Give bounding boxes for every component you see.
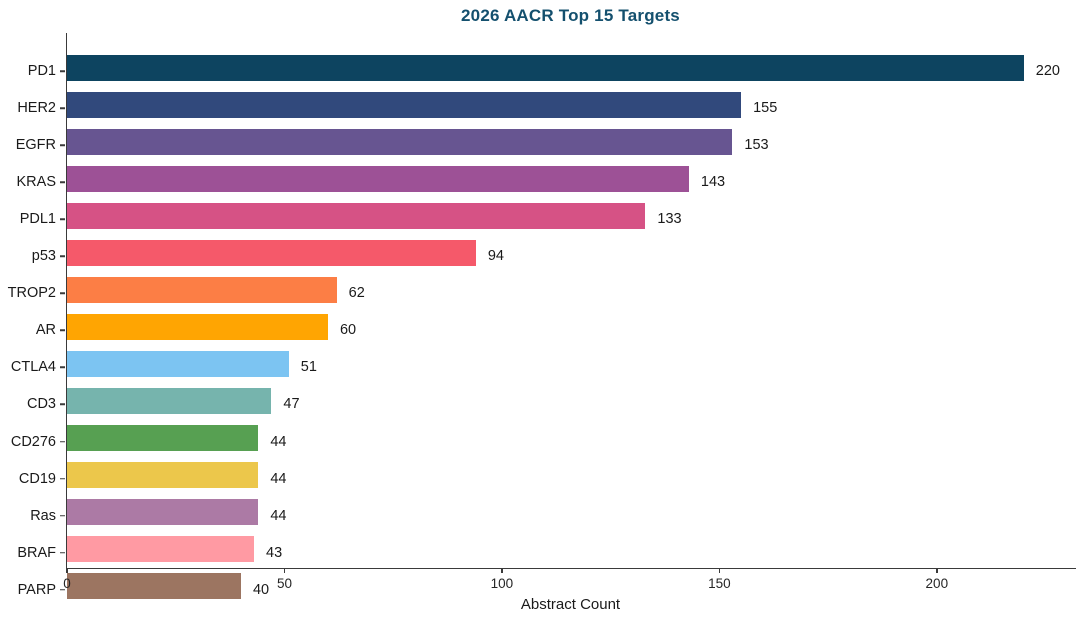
- y-tick-mark: [59, 440, 65, 443]
- x-tick-label: 200: [925, 576, 949, 591]
- bar-row: CD3 47: [27, 387, 1076, 421]
- bar-value-label: 44: [270, 470, 287, 487]
- y-tick-mark: [59, 514, 65, 517]
- x-tick-mark: [936, 568, 938, 573]
- y-tick-mark: [59, 292, 65, 295]
- x-tick-mark: [718, 568, 721, 573]
- bar-value-label: 44: [270, 507, 287, 524]
- y-tick-mark: [59, 70, 65, 73]
- bar: [67, 128, 733, 155]
- bar-row: PD1 220: [28, 54, 1076, 88]
- y-tick-mark: [59, 366, 65, 369]
- bar-value-label: 44: [270, 433, 287, 450]
- bar: [67, 202, 646, 229]
- y-tick-mark: [59, 329, 65, 332]
- y-tick-label: BRAF: [17, 544, 56, 561]
- bar: [67, 165, 689, 192]
- bar: [67, 313, 328, 340]
- y-tick-label: PDL1: [19, 211, 56, 228]
- x-tick-mark: [283, 568, 286, 573]
- y-tick-label: CD276: [10, 433, 56, 450]
- bar-row: Ras 44: [30, 498, 1076, 532]
- bar-row: CTLA4 51: [11, 350, 1076, 384]
- x-tick-label: 150: [708, 576, 731, 591]
- x-tick-label: 50: [276, 576, 292, 591]
- bar-rows: PD1 220 HER2 155 EGFR 153 KRAS 143 PDL1 133 p53 94 T…: [8, 51, 1076, 606]
- bar-row: EGFR 153: [16, 128, 1076, 162]
- y-tick-label: PD1: [27, 63, 56, 80]
- y-tick-label: PARP: [17, 581, 56, 598]
- y-tick-mark: [59, 181, 65, 184]
- bar: [67, 276, 337, 303]
- bar: [67, 572, 241, 599]
- bar-value-label: 60: [339, 322, 357, 339]
- bar-value-label: 153: [744, 137, 769, 154]
- x-axis-label: Abstract Count: [520, 596, 621, 613]
- y-tick-mark: [59, 144, 65, 147]
- bar-value-label: 47: [283, 396, 300, 413]
- bar-value-label: 143: [700, 174, 726, 191]
- bar-row: TROP2 62: [8, 276, 1076, 310]
- y-tick-mark: [59, 403, 65, 406]
- y-tick-label: HER2: [17, 100, 56, 117]
- bar-row: KRAS 143: [17, 165, 1076, 199]
- x-tick-mark: [501, 568, 503, 573]
- y-tick-label: CD3: [26, 396, 56, 413]
- bar-row: PDL1 133: [20, 202, 1076, 236]
- bar-value-label: 220: [1035, 63, 1060, 80]
- bar-row: p53 94: [32, 239, 1076, 273]
- bar-row: CD19 44: [19, 461, 1076, 495]
- x-tick-label: 0: [63, 576, 71, 591]
- y-tick-label: Ras: [30, 507, 56, 524]
- bar: [67, 54, 1024, 81]
- bar-value-label: 155: [753, 100, 778, 117]
- x-tick-mark: [66, 568, 68, 573]
- bar: [67, 535, 254, 562]
- bar-value-label: 51: [300, 359, 317, 376]
- y-tick-label: p53: [31, 248, 56, 265]
- bar-row: PARP 40: [18, 572, 1076, 606]
- y-tick-mark: [59, 588, 65, 591]
- y-tick-label: TROP2: [7, 285, 56, 302]
- bar: [67, 387, 272, 414]
- y-tick-mark: [59, 255, 65, 258]
- bar-row: AR 60: [36, 313, 1076, 347]
- bar-row: BRAF 43: [17, 535, 1076, 569]
- y-tick-label: KRAS: [16, 174, 57, 191]
- bar: [67, 239, 476, 266]
- y-tick-label: AR: [35, 322, 56, 339]
- y-tick-label: EGFR: [15, 137, 56, 154]
- bar-value-label: 43: [266, 544, 283, 561]
- bar-row: CD276 44: [11, 424, 1076, 458]
- y-tick-label: CTLA4: [10, 359, 56, 376]
- y-tick-mark: [59, 477, 65, 480]
- y-tick-mark: [59, 551, 65, 554]
- plot-area: PD1 220 HER2 155 EGFR 153 KRAS 143 PDL1 133 p53 94 T…: [8, 33, 1076, 599]
- chart-title: 2026 AACR Top 15 Targets: [461, 6, 680, 25]
- bar-value-label: 40: [252, 581, 270, 598]
- bar-value-label: 62: [348, 285, 365, 302]
- bar: [67, 424, 259, 451]
- bar-value-label: 94: [487, 248, 504, 265]
- bar-row: HER2 155: [17, 91, 1076, 125]
- bar: [67, 350, 289, 377]
- x-tick-label: 100: [490, 576, 514, 591]
- bar: [67, 498, 259, 525]
- y-tick-label: CD19: [18, 470, 56, 487]
- y-tick-mark: [59, 107, 65, 110]
- bar: [67, 461, 259, 488]
- bar: [67, 91, 742, 118]
- bar-value-label: 133: [657, 211, 682, 228]
- y-tick-mark: [59, 218, 65, 221]
